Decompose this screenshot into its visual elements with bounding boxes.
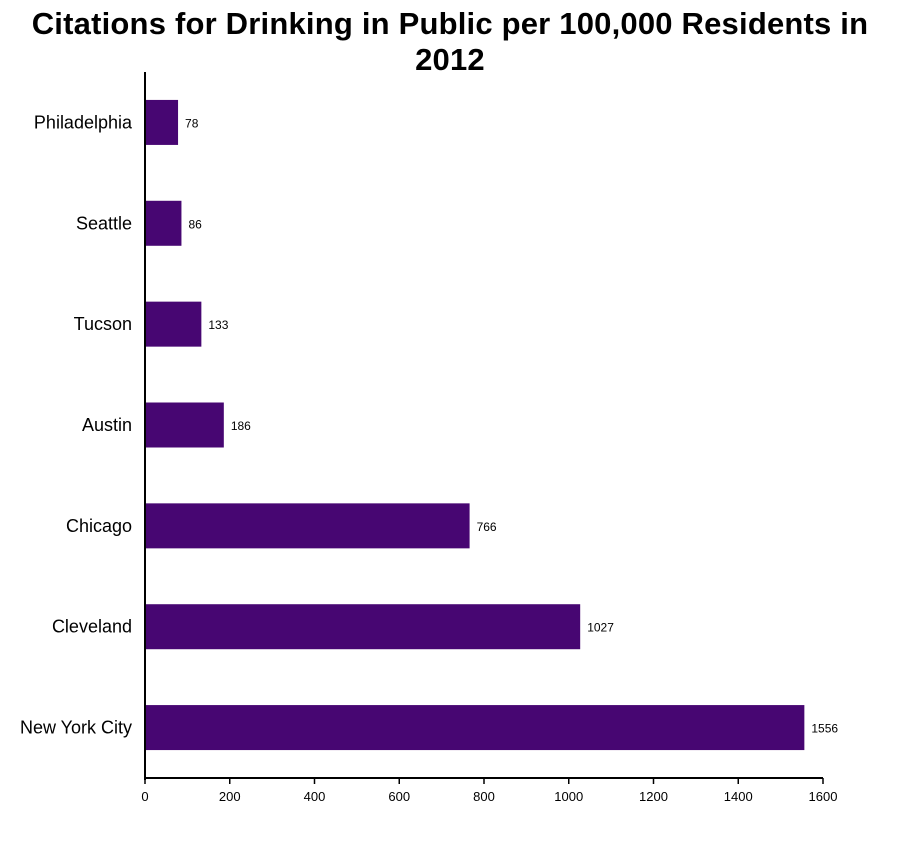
- x-tick-label: 1000: [554, 789, 583, 804]
- value-label: 186: [231, 419, 251, 433]
- value-labels: 78 86 133 186 766 1027 1556: [185, 116, 838, 735]
- category-label: Philadelphia: [34, 112, 133, 132]
- chart-title: Citations for Drinking in Public per 100…: [31, 6, 869, 77]
- x-tick-label: 200: [219, 789, 241, 804]
- category-labels: Philadelphia Seattle Tucson Austin Chicago Cl…: [20, 112, 133, 737]
- value-label: 766: [477, 520, 497, 534]
- axes: 0 200 400 600 800 1000 1200 1400 1600: [141, 72, 837, 804]
- bar-chicago: [145, 503, 470, 549]
- x-tick-label: 1400: [724, 789, 753, 804]
- category-label: New York City: [20, 718, 132, 738]
- x-tick-label: 800: [473, 789, 495, 804]
- bar-tucson: [145, 301, 202, 347]
- value-label: 1556: [811, 722, 838, 736]
- category-label: Tucson: [74, 314, 132, 334]
- bar-cleveland: [145, 604, 581, 650]
- bar-austin: [145, 402, 224, 448]
- value-label: 1027: [587, 621, 614, 635]
- x-tick-label: 1600: [809, 789, 838, 804]
- x-tick-label: 400: [304, 789, 326, 804]
- bar-new-york-city: [145, 705, 805, 751]
- x-tick-label: 0: [141, 789, 148, 804]
- bars-group: [145, 99, 805, 751]
- bar-seattle: [145, 200, 182, 246]
- category-label: Chicago: [66, 516, 132, 536]
- x-tick-label: 1200: [639, 789, 668, 804]
- x-tick-label: 600: [388, 789, 410, 804]
- value-label: 78: [185, 116, 199, 130]
- value-label: 86: [188, 217, 202, 231]
- bar-philadelphia: [145, 99, 179, 145]
- category-label: Seattle: [76, 213, 132, 233]
- category-label: Cleveland: [52, 617, 132, 637]
- category-label: Austin: [82, 415, 132, 435]
- value-label: 133: [208, 318, 228, 332]
